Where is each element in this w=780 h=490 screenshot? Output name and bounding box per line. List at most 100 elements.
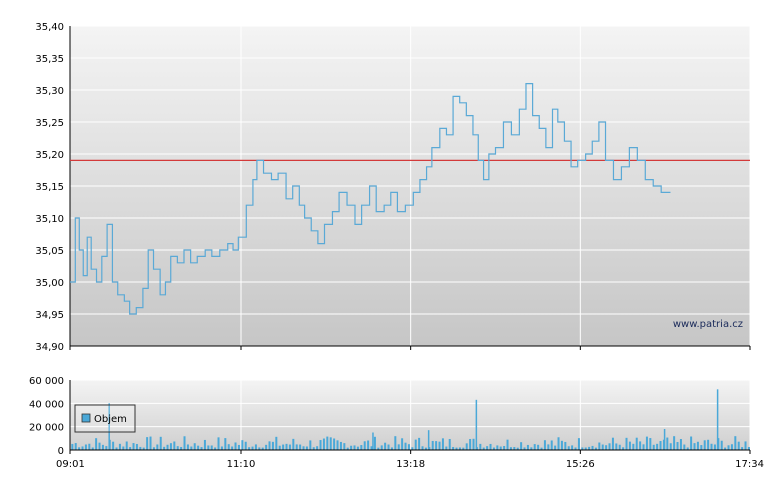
volume-bar — [295, 444, 298, 450]
volume-bar — [554, 445, 557, 450]
volume-y-tick-label: 20 000 — [29, 423, 64, 434]
volume-bar — [611, 437, 614, 450]
volume-bar — [520, 442, 523, 450]
volume-bar — [492, 447, 495, 450]
volume-bar — [404, 442, 407, 450]
volume-bar — [747, 446, 750, 450]
volume-bar — [605, 445, 608, 450]
volume-bar — [122, 446, 125, 450]
price-y-tick-label: 35,15 — [35, 182, 64, 193]
volume-bar — [737, 441, 740, 450]
volume-y-tick-label: 0 — [58, 446, 64, 457]
volume-bar — [115, 447, 118, 450]
price-y-tick-label: 34,95 — [35, 310, 64, 321]
volume-bar — [448, 438, 451, 450]
volume-bar — [598, 442, 601, 450]
volume-bar — [132, 443, 135, 450]
x-tick-label: 11:10 — [227, 459, 256, 470]
volume-bar — [503, 446, 506, 450]
price-y-axis: 35,40 35,35 35,30 35,25 35,20 35,15 35,10 35,05… — [35, 22, 71, 353]
volume-bar — [292, 438, 295, 450]
volume-bar — [639, 441, 642, 450]
volume-bar — [275, 436, 278, 450]
volume-bar — [217, 437, 220, 450]
volume-bar — [329, 437, 332, 450]
volume-bar — [713, 444, 716, 450]
volume-bar — [666, 437, 669, 450]
volume-bar — [458, 447, 461, 450]
volume-bar — [696, 441, 699, 450]
volume-bar — [322, 438, 325, 450]
volume-bar — [180, 446, 183, 450]
volume-bar — [622, 447, 625, 450]
volume-bar — [81, 446, 84, 450]
price-series-line — [70, 82, 671, 315]
volume-bar — [710, 443, 713, 450]
volume-spike-bar — [372, 432, 374, 450]
volume-bar — [98, 442, 101, 450]
volume-bar — [537, 444, 540, 450]
volume-bar — [268, 441, 271, 450]
volume-y-tick-label: 40 000 — [29, 399, 64, 410]
volume-bar — [220, 446, 223, 450]
price-y-tick-label: 35,05 — [35, 246, 64, 257]
volume-bar — [390, 447, 393, 450]
volume-bar — [152, 447, 155, 450]
volume-bar — [248, 447, 251, 450]
volume-bar — [367, 440, 370, 450]
volume-bar — [690, 436, 693, 450]
volume-bar — [197, 445, 200, 450]
volume-bar — [584, 447, 587, 450]
volume-spike-bar — [475, 399, 478, 450]
volume-bar — [339, 441, 342, 450]
volume-bar — [594, 447, 597, 450]
x-tick-label: 15:26 — [566, 459, 595, 470]
volume-bar — [645, 436, 648, 450]
volume-bar — [135, 443, 138, 450]
volume-bar — [499, 446, 502, 450]
volume-y-axis: 60 000 40 000 20 000 0 — [29, 376, 71, 457]
volume-bar — [550, 440, 553, 450]
volume-bar — [356, 446, 359, 450]
volume-bar — [336, 440, 339, 450]
volume-bar — [156, 444, 159, 450]
volume-bar — [84, 444, 87, 450]
volume-bar — [744, 441, 747, 450]
volume-bar — [642, 444, 645, 450]
volume-bar — [397, 444, 400, 450]
volume-bar — [360, 445, 363, 450]
volume-bar — [173, 441, 176, 450]
volume-bar — [305, 446, 308, 450]
volume-bar — [455, 447, 458, 450]
volume-bar — [523, 447, 526, 450]
volume-bar — [543, 440, 546, 450]
watermark: www.patria.cz — [673, 319, 743, 330]
volume-bar — [118, 443, 121, 450]
volume-bar — [312, 447, 315, 450]
volume-bar — [112, 441, 115, 450]
volume-bar — [125, 441, 128, 450]
volume-bar — [227, 444, 230, 450]
price-y-tick-label: 35,10 — [35, 214, 64, 225]
volume-bar — [363, 441, 366, 450]
volume-bar — [163, 446, 166, 450]
price-y-tick-label: 35,20 — [35, 150, 64, 161]
volume-bar — [734, 436, 737, 450]
volume-bar — [353, 445, 356, 450]
volume-bar — [302, 446, 305, 450]
price-y-tick-label: 35,35 — [35, 54, 64, 65]
volume-bar — [149, 436, 152, 450]
volume-bar — [526, 444, 529, 450]
volume-bar — [564, 441, 567, 450]
volume-bar — [686, 447, 689, 450]
volume-bar — [533, 444, 536, 450]
volume-bar — [183, 436, 186, 450]
volume-bar — [703, 440, 706, 450]
volume-bar — [254, 444, 257, 450]
volume-bar — [282, 444, 285, 450]
volume-bar — [380, 445, 383, 450]
volume-bar — [394, 436, 397, 450]
volume-bar — [91, 447, 94, 450]
volume-bar — [431, 440, 434, 450]
legend-box — [74, 404, 136, 433]
